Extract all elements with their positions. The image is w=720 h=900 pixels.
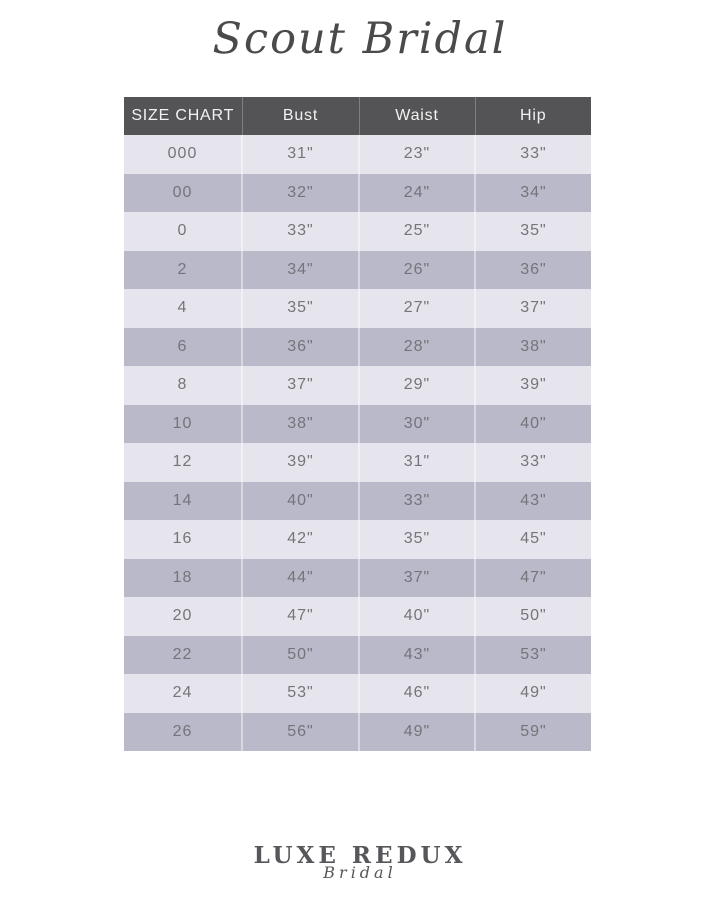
table-row: 12 39" 31" 33" <box>124 443 591 482</box>
bust-cell: 37" <box>241 366 359 405</box>
luxe-redux-logo: LUXE REDUX Bridal <box>0 843 720 882</box>
waist-cell: 27" <box>358 289 475 328</box>
bust-cell: 35" <box>241 289 359 328</box>
hip-cell: 59" <box>474 712 591 751</box>
waist-cell: 28" <box>358 327 475 366</box>
table-row: 2 34" 26" 36" <box>124 250 591 289</box>
header-waist: Waist <box>358 97 475 135</box>
hip-cell: 53" <box>474 635 591 674</box>
table-row: 6 36" 28" 38" <box>124 327 591 366</box>
waist-cell: 30" <box>358 404 475 443</box>
bust-cell: 34" <box>241 250 359 289</box>
waist-cell: 23" <box>358 135 475 174</box>
size-cell: 00 <box>124 173 242 212</box>
bust-cell: 39" <box>241 443 359 482</box>
table-row: 0 33" 25" 35" <box>124 212 591 251</box>
table-row: 22 50" 43" 53" <box>124 635 591 674</box>
logo-script-text: Bridal <box>323 863 397 882</box>
size-cell: 10 <box>124 404 242 443</box>
waist-cell: 37" <box>358 558 475 597</box>
waist-cell: 33" <box>358 481 475 520</box>
size-cell: 12 <box>124 443 242 482</box>
hip-cell: 33" <box>474 135 591 174</box>
size-cell: 4 <box>124 289 242 328</box>
waist-cell: 40" <box>358 597 475 636</box>
waist-cell: 29" <box>358 366 475 405</box>
waist-cell: 49" <box>358 712 475 751</box>
bust-cell: 32" <box>241 173 359 212</box>
bust-cell: 42" <box>241 520 359 559</box>
size-cell: 0 <box>124 212 242 251</box>
hip-cell: 45" <box>474 520 591 559</box>
table-row: 000 31" 23" 33" <box>124 135 591 174</box>
table-row: 14 40" 33" 43" <box>124 481 591 520</box>
size-cell: 000 <box>124 135 242 174</box>
hip-cell: 49" <box>474 674 591 713</box>
size-chart-container: SIZE CHART Bust Waist Hip 000 31" 23" 33" 00… <box>124 97 591 751</box>
table-row: 20 47" 40" 50" <box>124 597 591 636</box>
bust-cell: 38" <box>241 404 359 443</box>
size-cell: 18 <box>124 558 242 597</box>
bust-cell: 36" <box>241 327 359 366</box>
hip-cell: 37" <box>474 289 591 328</box>
table-header-row: SIZE CHART Bust Waist Hip <box>124 97 591 135</box>
hip-cell: 36" <box>474 250 591 289</box>
table-row: 10 38" 30" 40" <box>124 404 591 443</box>
hip-cell: 38" <box>474 327 591 366</box>
waist-cell: 24" <box>358 173 475 212</box>
bust-cell: 44" <box>241 558 359 597</box>
logo-main-text: LUXE REDUX <box>253 842 467 869</box>
bust-cell: 53" <box>241 674 359 713</box>
hip-cell: 40" <box>474 404 591 443</box>
hip-cell: 35" <box>474 212 591 251</box>
size-cell: 6 <box>124 327 242 366</box>
waist-cell: 43" <box>358 635 475 674</box>
table-row: 16 42" 35" 45" <box>124 520 591 559</box>
bust-cell: 31" <box>241 135 359 174</box>
size-cell: 2 <box>124 250 242 289</box>
header-hip: Hip <box>474 97 591 135</box>
bust-cell: 40" <box>241 481 359 520</box>
bust-cell: 33" <box>241 212 359 251</box>
hip-cell: 50" <box>474 597 591 636</box>
bust-cell: 47" <box>241 597 359 636</box>
table-row: 24 53" 46" 49" <box>124 674 591 713</box>
size-cell: 24 <box>124 674 242 713</box>
size-cell: 16 <box>124 520 242 559</box>
table-row: 26 56" 49" 59" <box>124 712 591 751</box>
waist-cell: 35" <box>358 520 475 559</box>
hip-cell: 34" <box>474 173 591 212</box>
hip-cell: 47" <box>474 558 591 597</box>
size-cell: 26 <box>124 712 242 751</box>
waist-cell: 25" <box>358 212 475 251</box>
hip-cell: 43" <box>474 481 591 520</box>
bust-cell: 50" <box>241 635 359 674</box>
table-row: 18 44" 37" 47" <box>124 558 591 597</box>
table-body: 000 31" 23" 33" 00 32" 24" 34" 0 33" 25" 35" 2 34" 26"… <box>124 135 591 751</box>
hip-cell: 33" <box>474 443 591 482</box>
size-chart-table: SIZE CHART Bust Waist Hip 000 31" 23" 33" 00… <box>124 97 591 751</box>
size-cell: 8 <box>124 366 242 405</box>
table-row: 4 35" 27" 37" <box>124 289 591 328</box>
waist-cell: 31" <box>358 443 475 482</box>
size-cell: 22 <box>124 635 242 674</box>
waist-cell: 26" <box>358 250 475 289</box>
table-row: 00 32" 24" 34" <box>124 173 591 212</box>
hip-cell: 39" <box>474 366 591 405</box>
brand-title: Scout Bridal <box>212 14 508 64</box>
size-cell: 14 <box>124 481 242 520</box>
header-bust: Bust <box>241 97 359 135</box>
bust-cell: 56" <box>241 712 359 751</box>
header-size-chart: SIZE CHART <box>124 97 242 135</box>
waist-cell: 46" <box>358 674 475 713</box>
table-row: 8 37" 29" 39" <box>124 366 591 405</box>
size-cell: 20 <box>124 597 242 636</box>
